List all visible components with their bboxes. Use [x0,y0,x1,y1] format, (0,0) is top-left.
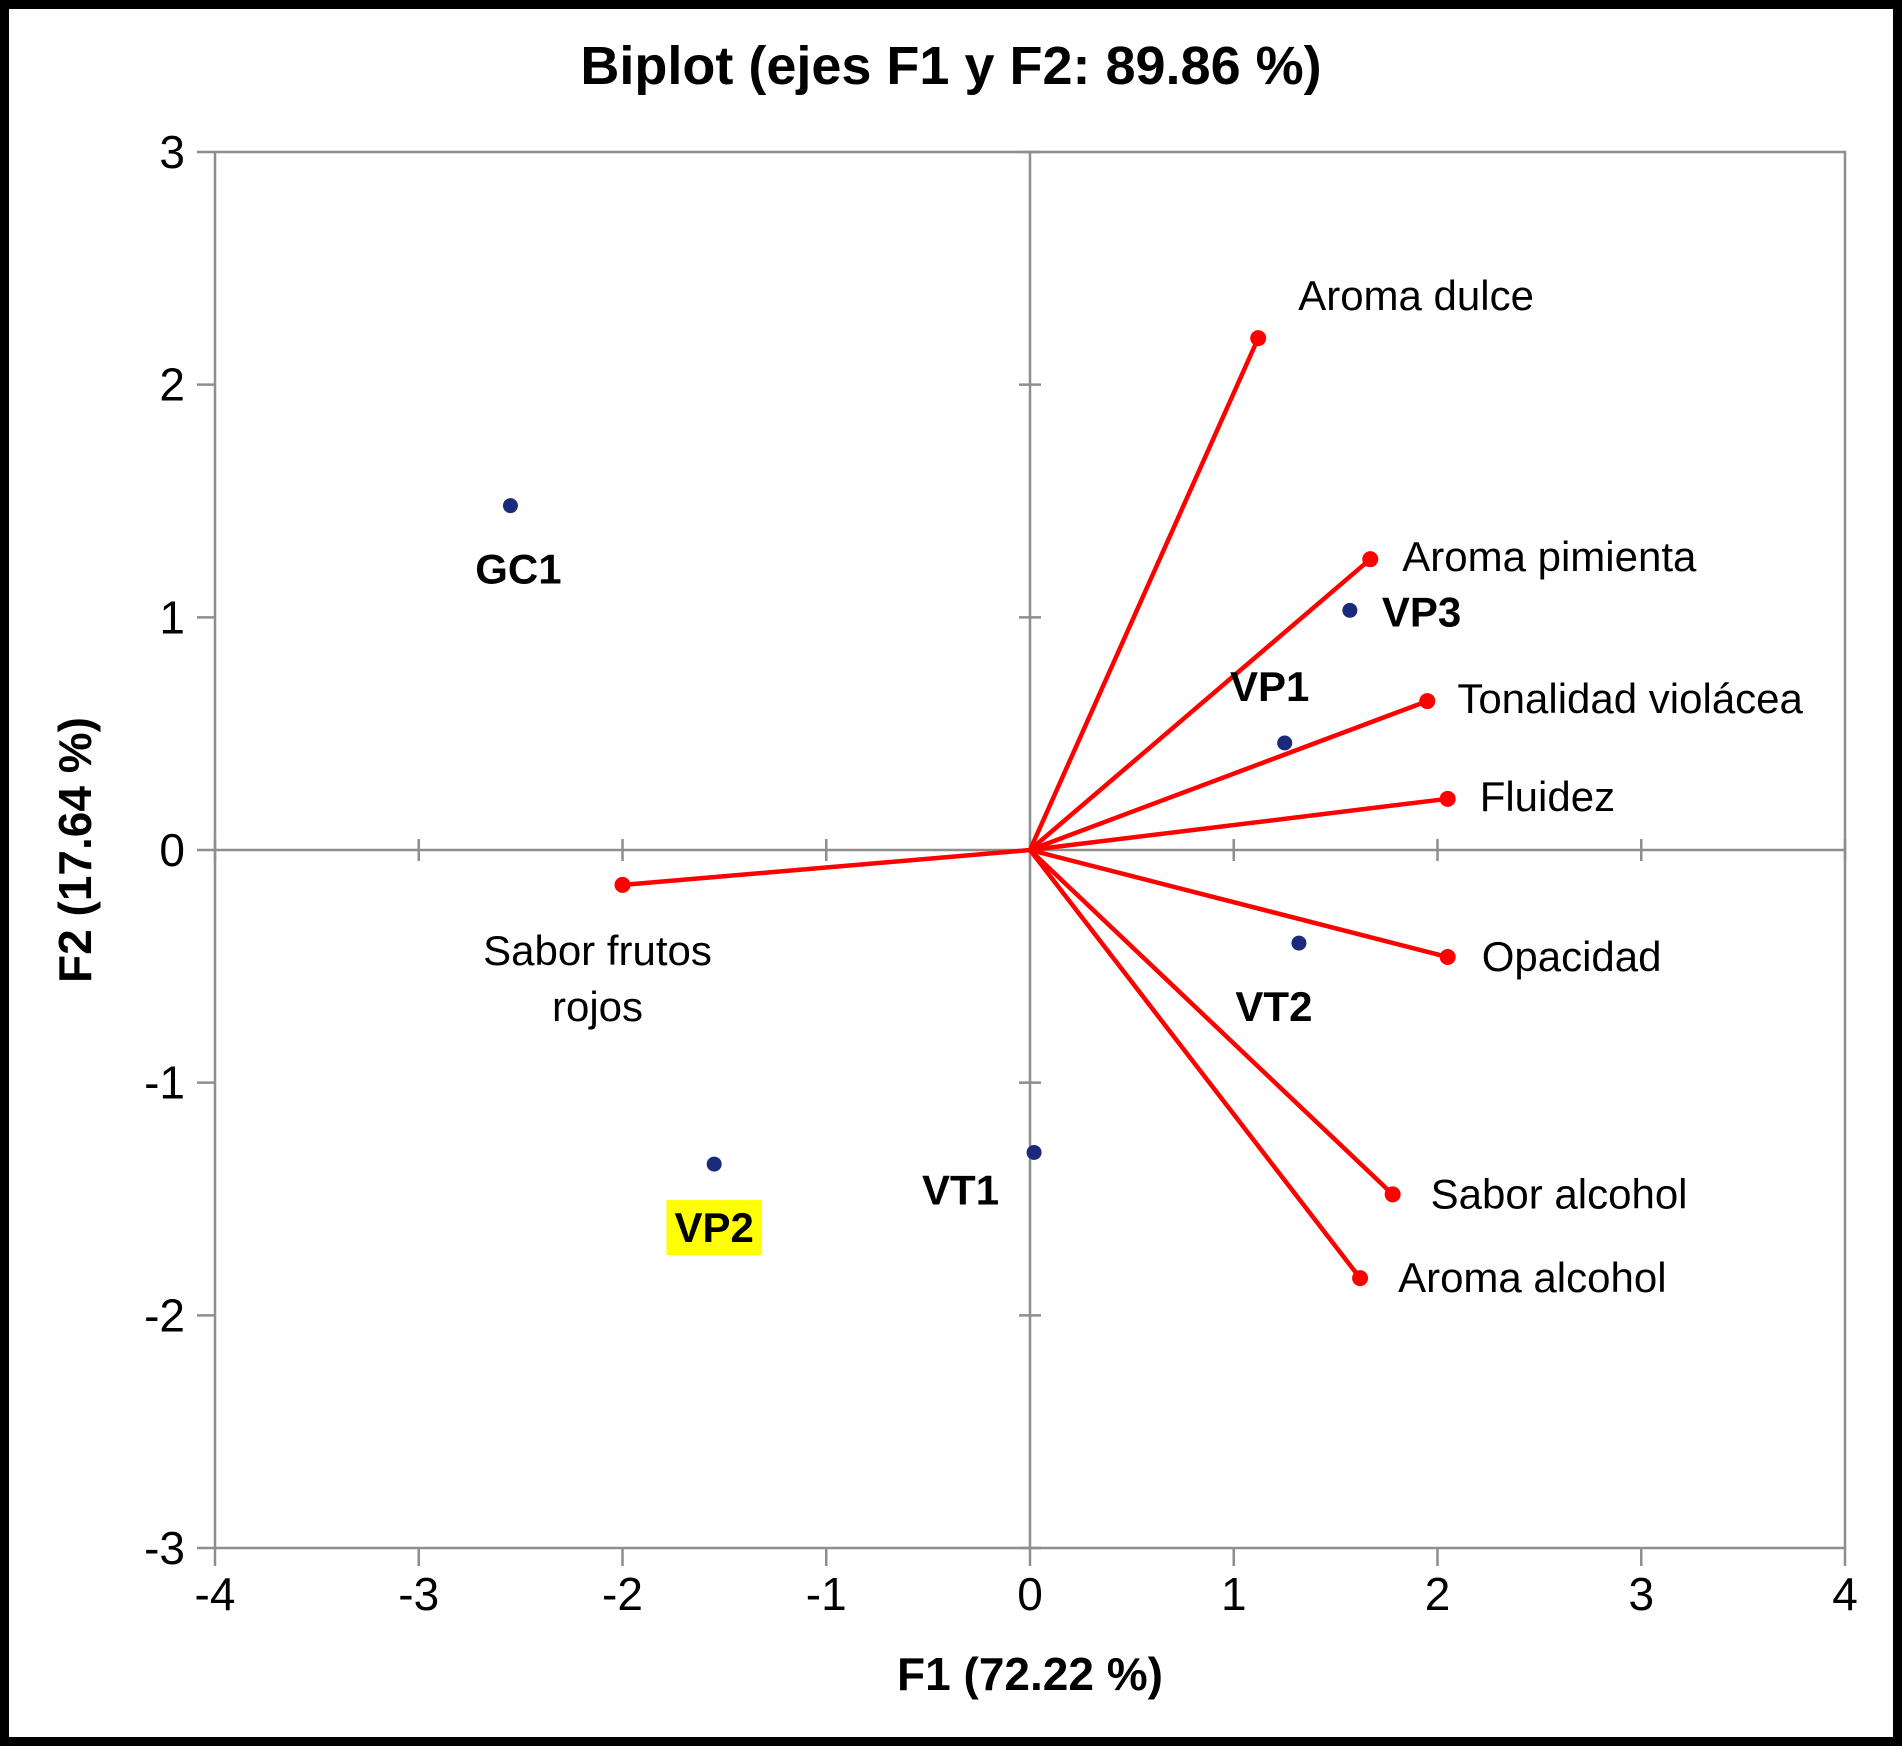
observation-label: GC1 [475,546,561,593]
observation-label: VT1 [922,1166,999,1213]
observation-point [1291,935,1307,951]
vector-line [1027,337,1261,851]
vector-point [1384,1186,1401,1203]
x-tick-label: 0 [1017,1568,1043,1620]
vector-point [1352,1270,1369,1287]
x-tick-label: 4 [1832,1568,1858,1620]
vector-point [1362,551,1379,568]
y-tick-label: 0 [159,824,185,876]
vector-line [622,847,1031,888]
vector-line [1029,796,1448,853]
vector-point [1439,949,1456,966]
x-tick-label: 1 [1221,1568,1247,1620]
observation-label: VP2 [674,1204,753,1251]
x-tick-label: -1 [806,1568,847,1620]
observation-label: VP3 [1382,588,1461,635]
vector-line [1028,848,1395,1196]
y-tick-label: 2 [159,359,185,411]
vector-label: Sabor frutos [483,927,712,974]
x-tick-label: 2 [1425,1568,1451,1620]
x-tick-label: -4 [195,1568,236,1620]
x-tick-label: 3 [1628,1568,1654,1620]
vector-label: Aroma alcohol [1398,1254,1666,1301]
x-axis-title: F1 (72.22 %) [897,1648,1163,1700]
vector-label: Fluidez [1480,773,1615,820]
observation-point [1026,1144,1042,1160]
y-tick-label: -3 [144,1522,185,1574]
observation-point [1277,735,1293,751]
vector-point [1250,330,1267,347]
vector-label: Opacidad [1482,933,1662,980]
y-tick-label: 1 [159,591,185,643]
vector-label: Aroma dulce [1298,272,1534,319]
observation-point [502,498,518,514]
vector-label: Sabor alcohol [1431,1170,1688,1217]
vector-line [1029,847,1449,960]
chart-title: Biplot (ejes F1 y F2: 89.86 %) [580,36,1322,96]
vector-line [1028,848,1362,1280]
y-tick-label: -2 [144,1289,185,1341]
x-tick-label: -2 [602,1568,643,1620]
vector-point [1439,790,1456,807]
vector-label: Tonalidad violácea [1457,675,1803,722]
vector-line [1029,698,1429,853]
observation-label: VP1 [1230,663,1309,710]
observation-label: VT2 [1235,983,1312,1030]
highlight-rect [666,1200,762,1256]
vector-label: rojos [552,983,643,1030]
vector-label: Aroma pimienta [1402,533,1697,580]
observation-point [706,1156,722,1172]
vector-line [1028,557,1372,852]
x-tick-label: -3 [398,1568,439,1620]
y-tick-label: 3 [159,126,185,178]
y-tick-label: -1 [144,1057,185,1109]
observation-point [1342,602,1358,618]
vector-point [1419,693,1436,710]
y-axis-title: F2 (17.64 %) [49,717,101,983]
vector-point [614,876,631,893]
